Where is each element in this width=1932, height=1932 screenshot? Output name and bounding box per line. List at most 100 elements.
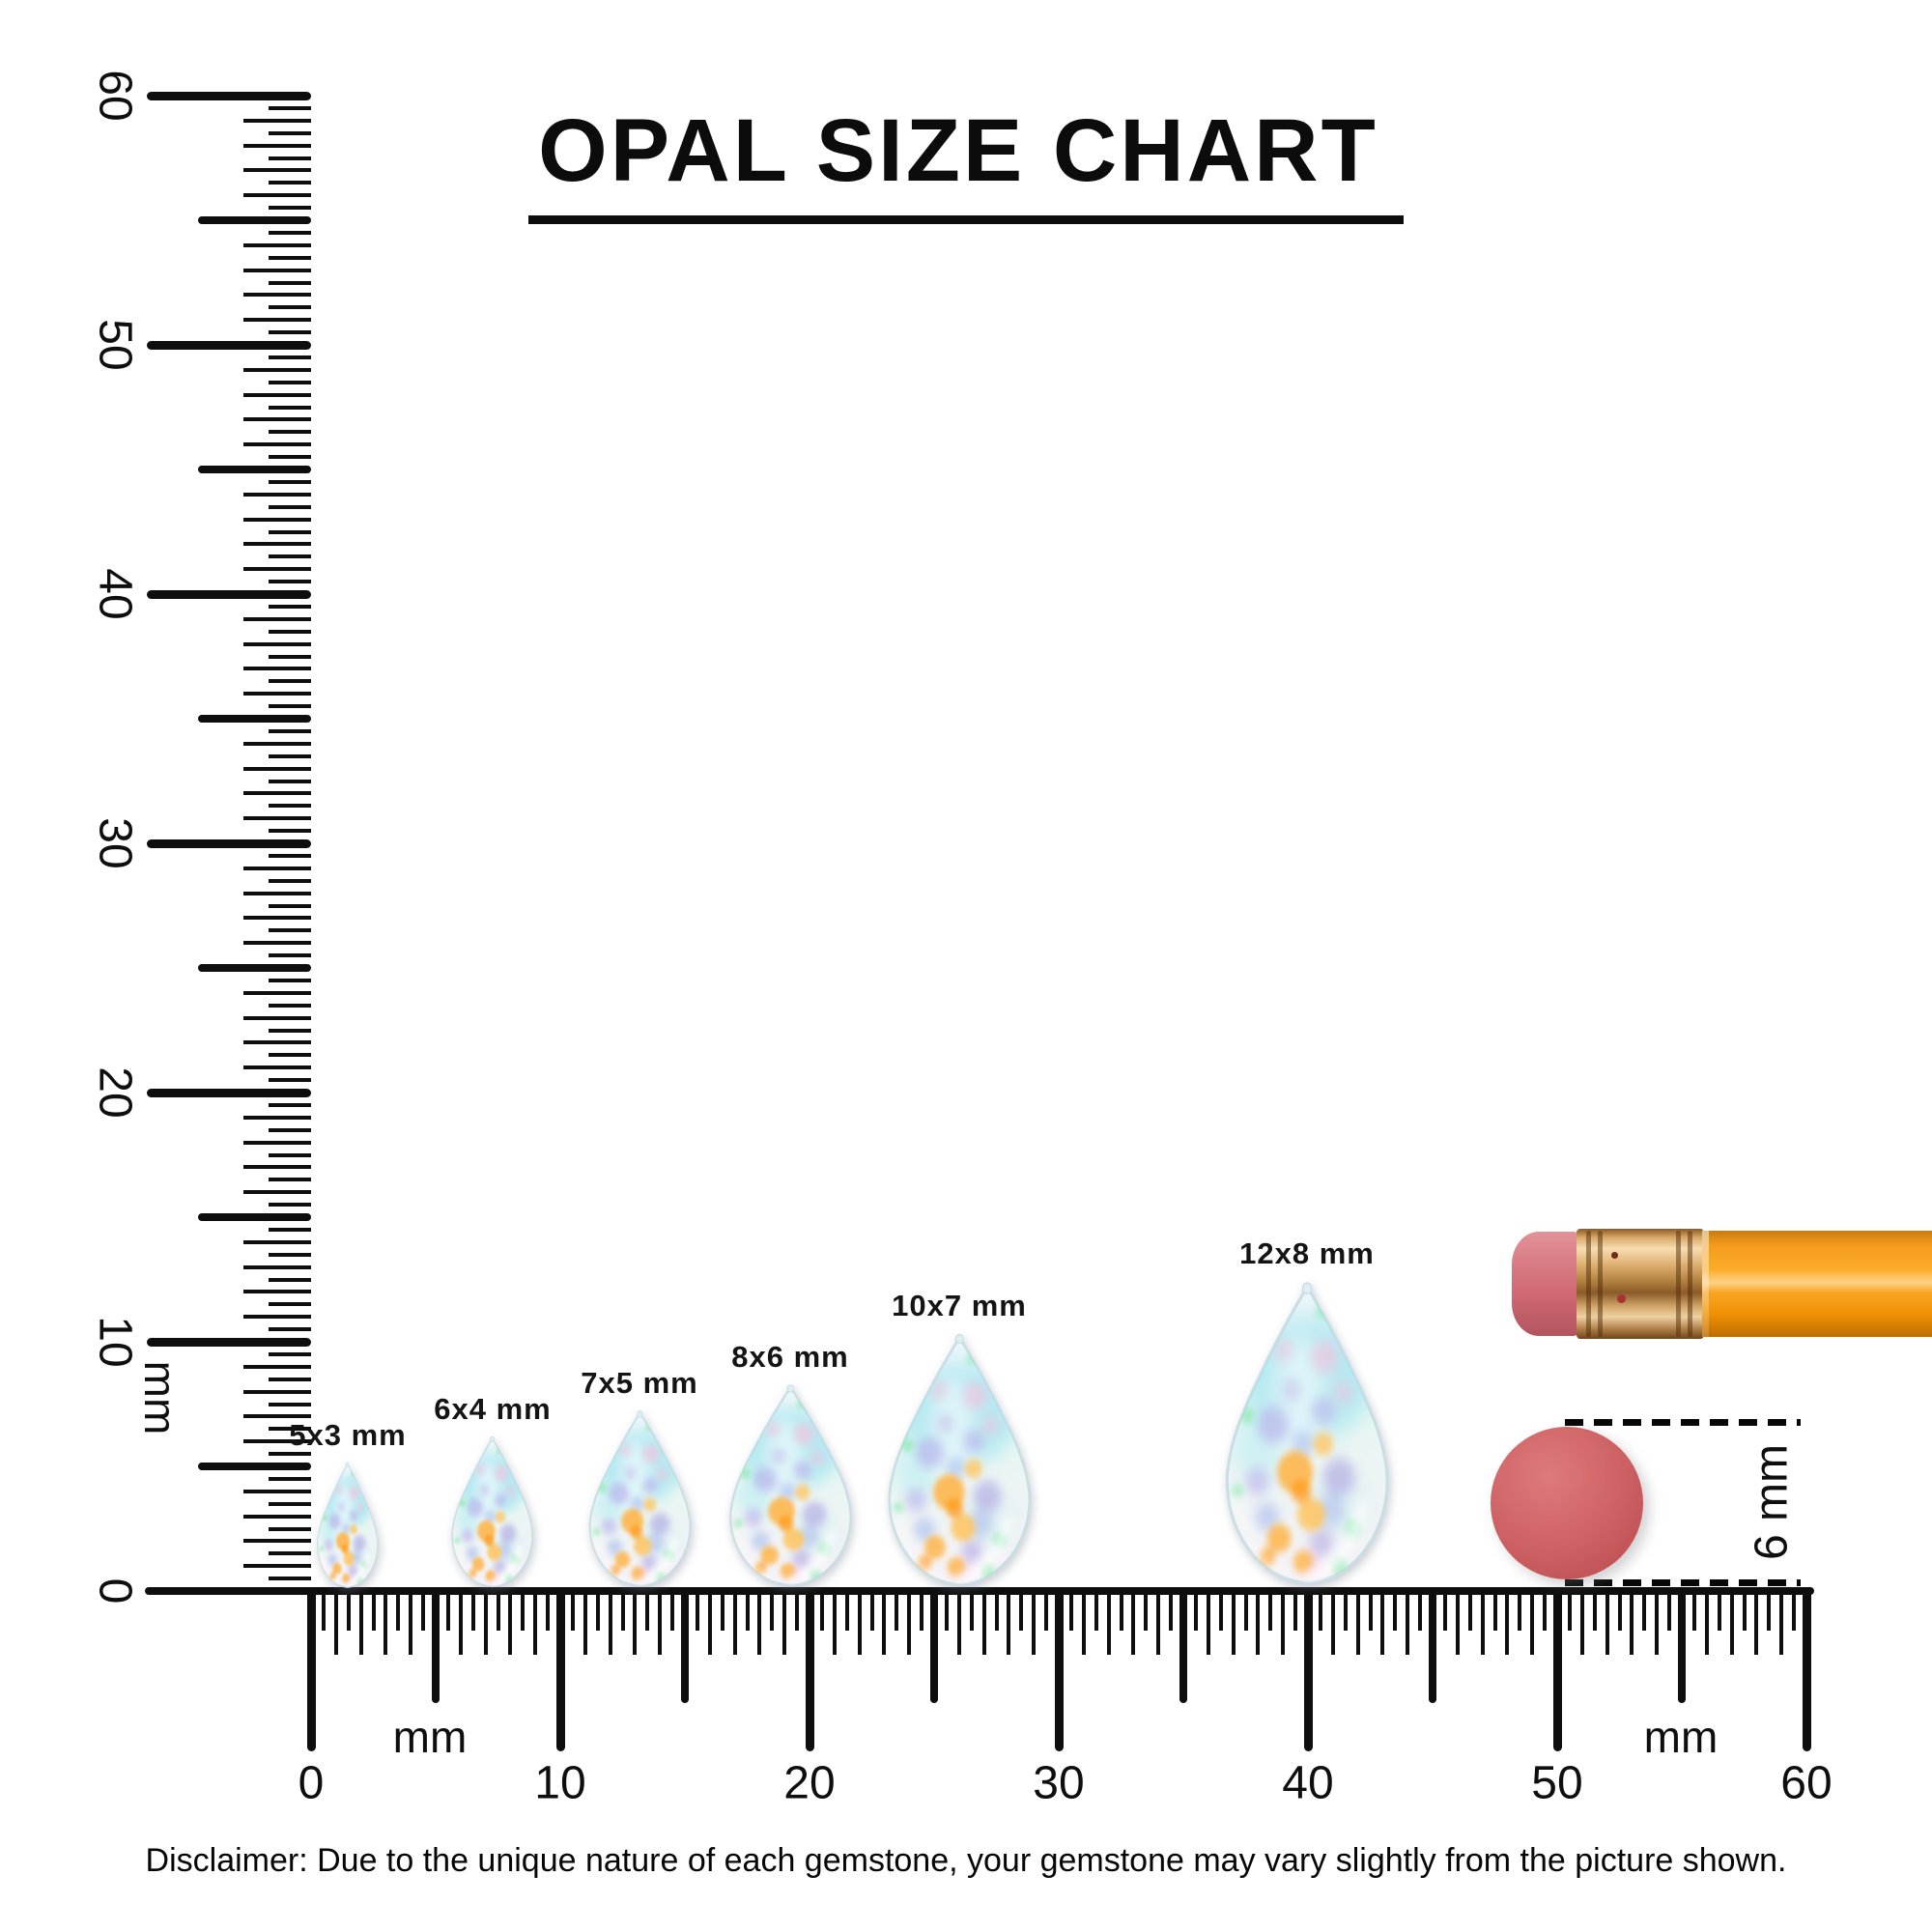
h-ruler-tick bbox=[1032, 1587, 1037, 1655]
h-ruler-tick bbox=[1704, 1587, 1709, 1655]
v-ruler-number: 60 bbox=[89, 70, 141, 122]
v-ruler-tick bbox=[269, 1526, 311, 1531]
h-ruler-tick bbox=[1630, 1587, 1634, 1655]
v-ruler-tick bbox=[269, 1078, 311, 1083]
opal-gem-image bbox=[578, 1408, 702, 1590]
v-ruler-number: 30 bbox=[89, 817, 141, 869]
v-ruler-tick bbox=[147, 340, 311, 350]
h-ruler-tick bbox=[869, 1587, 874, 1631]
v-ruler-tick bbox=[269, 181, 311, 185]
h-ruler-unit-label: mm bbox=[392, 1712, 468, 1762]
h-ruler-tick bbox=[1355, 1587, 1360, 1655]
v-ruler-tick bbox=[269, 305, 311, 310]
h-ruler-tick bbox=[1044, 1587, 1049, 1631]
ruler-baseline bbox=[145, 1587, 1814, 1595]
v-ruler-tick bbox=[147, 1337, 311, 1347]
h-ruler-tick bbox=[1179, 1587, 1187, 1703]
h-ruler-tick bbox=[1094, 1587, 1098, 1631]
h-ruler-number: 60 bbox=[1780, 1757, 1833, 1809]
h-ruler-tick bbox=[732, 1587, 737, 1655]
h-ruler-tick bbox=[384, 1587, 388, 1655]
h-ruler-tick bbox=[371, 1587, 376, 1631]
h-ruler-tick bbox=[1054, 1587, 1064, 1751]
v-ruler-tick bbox=[243, 442, 311, 447]
h-ruler-tick bbox=[445, 1587, 450, 1631]
h-ruler-tick bbox=[1231, 1587, 1236, 1655]
opal-gem-image bbox=[872, 1331, 1047, 1590]
h-ruler-tick bbox=[1530, 1587, 1535, 1655]
h-ruler-tick bbox=[1617, 1587, 1622, 1631]
v-ruler-tick bbox=[243, 1539, 311, 1544]
v-ruler-tick bbox=[243, 1190, 311, 1195]
v-ruler-tick bbox=[269, 978, 311, 982]
h-ruler-tick bbox=[1007, 1587, 1011, 1655]
h-ruler-tick bbox=[969, 1587, 974, 1631]
v-ruler-tick bbox=[147, 589, 311, 599]
v-ruler-tick bbox=[269, 704, 311, 709]
v-ruler-tick bbox=[243, 1514, 311, 1519]
h-ruler-tick bbox=[832, 1587, 837, 1655]
h-ruler-tick bbox=[670, 1587, 675, 1631]
h-ruler-tick bbox=[907, 1587, 912, 1655]
v-ruler-tick bbox=[269, 1427, 311, 1432]
v-ruler-tick bbox=[269, 1377, 311, 1381]
v-ruler-tick bbox=[269, 829, 311, 834]
h-ruler-number: 50 bbox=[1531, 1757, 1583, 1809]
v-ruler-tick bbox=[269, 1327, 311, 1332]
v-ruler-tick bbox=[269, 380, 311, 384]
v-ruler-tick bbox=[243, 766, 311, 771]
h-ruler-tick bbox=[857, 1587, 862, 1655]
h-ruler-tick bbox=[546, 1587, 551, 1631]
h-ruler-tick bbox=[1442, 1587, 1447, 1631]
v-ruler-tick bbox=[269, 604, 311, 609]
h-ruler-tick bbox=[1343, 1587, 1348, 1631]
h-ruler-tick bbox=[1667, 1587, 1672, 1631]
h-ruler-tick bbox=[1418, 1587, 1423, 1631]
h-ruler-tick bbox=[1368, 1587, 1373, 1631]
h-ruler-tick bbox=[555, 1587, 565, 1751]
gem-size-label: 12x8 mm bbox=[1239, 1236, 1375, 1271]
gem-size-label: 5x3 mm bbox=[289, 1417, 407, 1452]
v-ruler-tick bbox=[243, 667, 311, 671]
v-ruler-tick bbox=[243, 1040, 311, 1045]
h-ruler-tick bbox=[1330, 1587, 1335, 1655]
h-ruler-tick bbox=[695, 1587, 699, 1631]
v-ruler-tick bbox=[243, 293, 311, 298]
h-ruler-tick bbox=[533, 1587, 538, 1655]
h-ruler-tick bbox=[346, 1587, 351, 1631]
h-ruler-tick bbox=[570, 1587, 575, 1631]
h-ruler-tick bbox=[333, 1587, 338, 1655]
reference-circle-6mm bbox=[1491, 1427, 1643, 1579]
h-ruler-tick bbox=[681, 1587, 689, 1703]
v-ruler-tick bbox=[243, 193, 311, 198]
h-ruler-tick bbox=[707, 1587, 712, 1655]
h-ruler-number: 20 bbox=[783, 1757, 836, 1809]
h-ruler-tick bbox=[1552, 1587, 1562, 1751]
v-ruler-unit-label: mm bbox=[135, 1360, 185, 1435]
h-ruler-number: 40 bbox=[1282, 1757, 1334, 1809]
v-ruler-tick bbox=[269, 1102, 311, 1107]
v-ruler-tick bbox=[147, 1088, 311, 1097]
h-ruler-tick bbox=[1429, 1587, 1436, 1703]
v-ruler-tick bbox=[198, 1463, 311, 1470]
h-ruler-tick bbox=[1068, 1587, 1073, 1631]
v-ruler-tick bbox=[243, 168, 311, 173]
h-ruler-tick bbox=[1455, 1587, 1460, 1655]
h-ruler-tick bbox=[1543, 1587, 1548, 1631]
h-ruler-tick bbox=[1318, 1587, 1322, 1631]
h-ruler-tick bbox=[1742, 1587, 1747, 1631]
v-ruler-tick bbox=[269, 130, 311, 135]
ferrule-dot bbox=[1611, 1252, 1618, 1259]
v-ruler-tick bbox=[243, 1165, 311, 1170]
v-ruler-tick bbox=[147, 91, 311, 100]
v-ruler-tick bbox=[269, 529, 311, 534]
opal-gem bbox=[1208, 1279, 1406, 1590]
h-ruler-tick bbox=[1119, 1587, 1123, 1631]
h-ruler-tick bbox=[920, 1587, 924, 1631]
v-ruler-tick bbox=[243, 816, 311, 821]
v-ruler-tick bbox=[198, 964, 311, 972]
v-ruler-tick bbox=[269, 355, 311, 359]
v-ruler-tick bbox=[269, 405, 311, 410]
v-ruler-tick bbox=[198, 1213, 311, 1221]
